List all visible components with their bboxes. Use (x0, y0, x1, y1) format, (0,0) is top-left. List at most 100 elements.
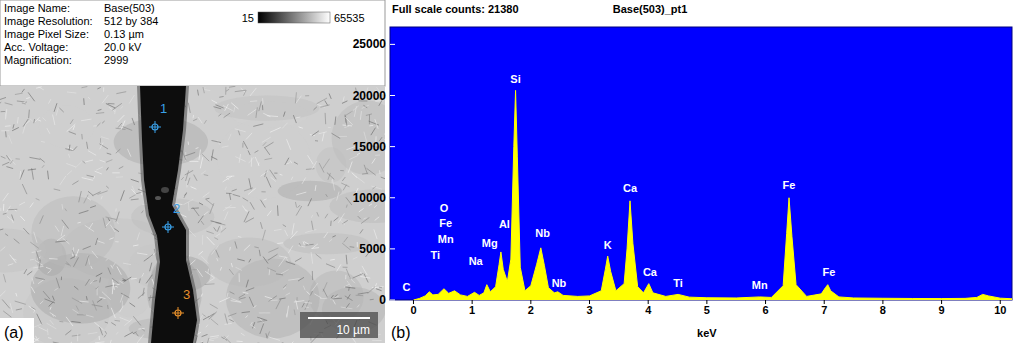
texture-stroke (6, 206, 10, 213)
texture-stroke (306, 244, 314, 246)
texture-stroke (110, 225, 115, 232)
texture-stroke (38, 279, 44, 284)
texture-blob (214, 96, 319, 121)
texture-stroke (40, 301, 43, 304)
texture-stroke (72, 335, 81, 336)
texture-stroke (231, 299, 241, 303)
texture-stroke (129, 194, 137, 198)
texture-blob (284, 233, 370, 254)
texture-stroke (332, 298, 342, 300)
texture-stroke (374, 205, 377, 208)
texture-stroke (243, 90, 246, 96)
texture-stroke (15, 301, 26, 304)
info-value: 512 by 384 (104, 15, 158, 27)
texture-blob (278, 181, 342, 202)
texture-stroke (362, 105, 370, 109)
texture-stroke (358, 216, 361, 219)
texture-stroke (216, 234, 220, 237)
texture-stroke (112, 103, 122, 110)
texture-stroke (345, 275, 346, 279)
texture-stroke (325, 100, 328, 105)
texture-stroke (133, 316, 140, 325)
texture-stroke (304, 302, 312, 304)
texture-stroke (345, 287, 355, 288)
texture-stroke (343, 96, 344, 101)
sem-image (0, 86, 385, 343)
texture-stroke (264, 158, 272, 159)
texture-stroke (13, 259, 17, 261)
texture-stroke (249, 178, 251, 189)
texture-stroke (329, 239, 332, 241)
texture-stroke (296, 96, 301, 103)
panel-letter: (b) (391, 324, 411, 341)
texture-stroke (322, 132, 324, 141)
texture-stroke (295, 202, 296, 207)
texture-stroke (93, 125, 97, 126)
point-label: 3 (183, 287, 190, 302)
texture-stroke (305, 230, 316, 233)
texture-stroke (198, 90, 199, 96)
texture-stroke (332, 179, 334, 190)
texture-stroke (294, 301, 305, 302)
texture-stroke (87, 175, 94, 177)
texture-stroke (332, 299, 335, 305)
texture-stroke (90, 280, 94, 284)
texture-stroke (2, 162, 9, 165)
texture-stroke (30, 119, 34, 122)
gray-min: 15 (242, 12, 254, 24)
texture-stroke (281, 270, 289, 274)
peak-label: Fe (783, 179, 796, 191)
texture-stroke (92, 192, 100, 196)
texture-stroke (207, 269, 209, 274)
texture-stroke (16, 158, 20, 159)
texture-stroke (92, 305, 103, 307)
texture-stroke (326, 264, 335, 268)
texture-stroke (220, 267, 221, 270)
texture-stroke (73, 125, 75, 130)
texture-stroke (379, 287, 382, 289)
texture-stroke (70, 119, 73, 124)
x-tick-label: 1 (469, 304, 475, 316)
texture-stroke (250, 322, 252, 326)
texture-stroke (294, 162, 298, 164)
texture-stroke (239, 294, 245, 298)
texture-stroke (1, 111, 6, 112)
texture-stroke (314, 107, 317, 110)
y-tick (390, 197, 395, 198)
texture-stroke (268, 254, 278, 260)
texture-stroke (201, 294, 202, 297)
texture-stroke (262, 98, 263, 104)
texture-stroke (189, 161, 198, 162)
texture-stroke (304, 242, 309, 245)
x-tick-label: 3 (586, 304, 592, 316)
texture-stroke (211, 221, 222, 224)
texture-stroke (60, 176, 66, 185)
texture-stroke (362, 266, 367, 275)
texture-stroke (208, 313, 214, 317)
texture-stroke (106, 221, 111, 227)
point-label: 1 (160, 101, 167, 116)
texture-stroke (372, 340, 382, 341)
texture-stroke (366, 114, 372, 116)
texture-stroke (122, 126, 132, 130)
spectrum (413, 90, 1012, 300)
texture-stroke (68, 154, 69, 158)
texture-stroke (0, 97, 6, 100)
y-tick (390, 95, 395, 96)
texture-stroke (248, 188, 256, 194)
texture-stroke (76, 306, 79, 311)
texture-stroke (231, 103, 238, 109)
texture-stroke (379, 170, 380, 174)
texture-stroke (55, 226, 59, 232)
x-tick-label: 9 (939, 304, 945, 316)
texture-stroke (371, 186, 382, 189)
peak-label: Na (469, 255, 484, 267)
letter-patch (0, 318, 34, 343)
texture-stroke (2, 300, 10, 309)
texture-stroke (237, 259, 244, 261)
texture-stroke (106, 104, 115, 109)
texture-stroke (204, 211, 209, 215)
texture-stroke (61, 277, 62, 280)
texture-stroke (295, 258, 302, 262)
texture-stroke (0, 208, 1, 211)
